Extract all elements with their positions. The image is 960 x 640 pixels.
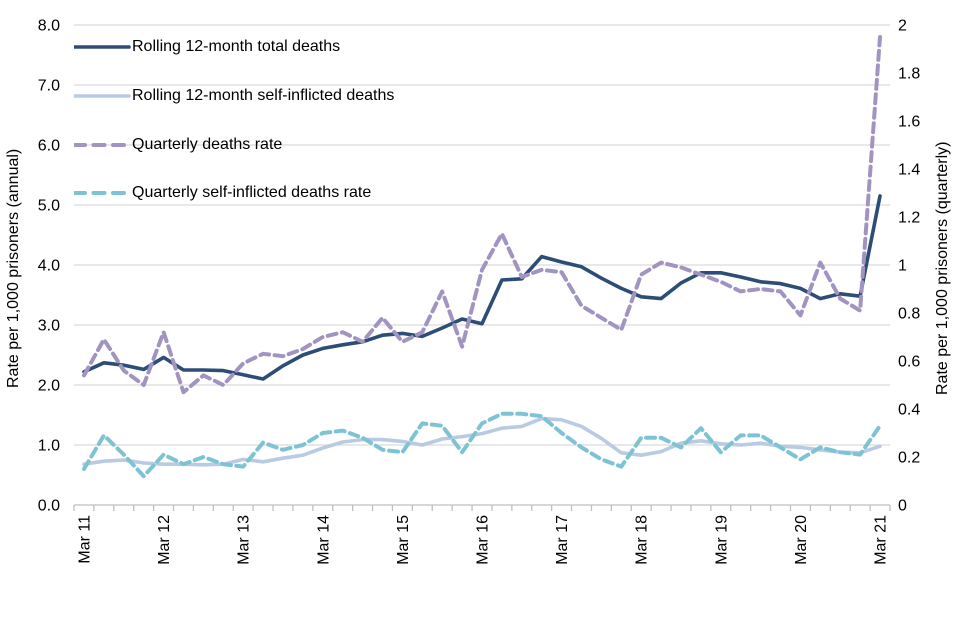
legend-label: Rolling 12-month self-inflicted deaths xyxy=(132,87,395,104)
right-axis-tick-label: 1 xyxy=(898,258,907,275)
line-swatch-dashed-purple-icon xyxy=(74,143,126,147)
line-swatch-solid-lightblue-icon xyxy=(74,94,131,98)
series-line-rolling-12-month-self-inflicted-deaths xyxy=(82,416,882,467)
right-axis-tick-label: 2 xyxy=(898,18,907,35)
series-line-rolling-12-month-total-deaths xyxy=(82,194,882,381)
left-axis-tick-label: 7.0 xyxy=(38,78,60,95)
right-axis-tick-label: 0.6 xyxy=(898,354,920,371)
left-axis-title: Rate per 1,000 prisoners (annual) xyxy=(5,148,22,388)
right-axis-tick-label: 0.8 xyxy=(898,306,920,323)
right-axis-tick-label: 1.6 xyxy=(898,114,920,131)
right-axis-tick-label: 0.4 xyxy=(898,402,920,419)
legend-item-quarterly-deaths-rate: Quarterly deaths rate xyxy=(74,134,282,156)
right-axis-tick-label: 1.8 xyxy=(898,66,920,83)
left-axis-tick-label: 5.0 xyxy=(38,198,60,215)
legend-item-rolling-self-inflicted-deaths: Rolling 12-month self-inflicted deaths xyxy=(74,85,394,107)
legend-label: Rolling 12-month total deaths xyxy=(132,38,341,55)
x-axis-tick-label: Mar 16 xyxy=(475,515,492,565)
right-axis-title: Rate per 1,000 prisoners (quarterly) xyxy=(934,141,951,395)
right-axis-tick-label: 1.4 xyxy=(898,162,920,179)
series-line-quarterly-self-inflicted-deaths-rate xyxy=(82,411,882,479)
x-axis-tick-label: Mar 20 xyxy=(793,515,810,565)
left-axis-tick-label: 6.0 xyxy=(38,138,60,155)
legend-label: Quarterly self-inflicted deaths rate xyxy=(132,184,372,201)
right-axis-tick-label: 0 xyxy=(898,498,907,515)
line-swatch-dashed-teal-icon xyxy=(74,191,126,195)
right-axis-tick-label: 0.2 xyxy=(898,450,920,467)
left-axis-tick-label: 1.0 xyxy=(38,438,60,455)
legend-item-rolling-total-deaths: Rolling 12-month total deaths xyxy=(74,36,340,58)
x-axis-tick-label: Mar 14 xyxy=(315,515,332,565)
left-axis-tick-label: 3.0 xyxy=(38,318,60,335)
series-line-quarterly-deaths-rate xyxy=(82,35,882,395)
left-axis-tick-label: 8.0 xyxy=(38,18,60,35)
x-axis-tick-label: Mar 17 xyxy=(554,515,571,565)
legend-label: Quarterly deaths rate xyxy=(132,136,283,153)
x-axis-tick-label: Mar 18 xyxy=(634,515,651,565)
line-swatch-solid-navy-icon xyxy=(74,45,131,49)
x-axis-tick-label: Mar 12 xyxy=(156,515,173,565)
x-axis-tick-label: Mar 13 xyxy=(236,515,253,565)
legend-item-quarterly-self-inflicted-deaths-rate: Quarterly self-inflicted deaths rate xyxy=(74,182,371,204)
left-axis-tick-label: 0.0 xyxy=(38,498,60,515)
x-axis-tick-label: Mar 21 xyxy=(873,515,890,565)
x-axis-tick-label: Mar 19 xyxy=(713,515,730,565)
x-axis-tick-label: Mar 15 xyxy=(395,515,412,565)
left-axis-tick-label: 4.0 xyxy=(38,258,60,275)
left-axis-tick-label: 2.0 xyxy=(38,378,60,395)
right-axis-tick-label: 1.2 xyxy=(898,210,920,227)
x-axis-tick-label: Mar 11 xyxy=(76,515,93,564)
